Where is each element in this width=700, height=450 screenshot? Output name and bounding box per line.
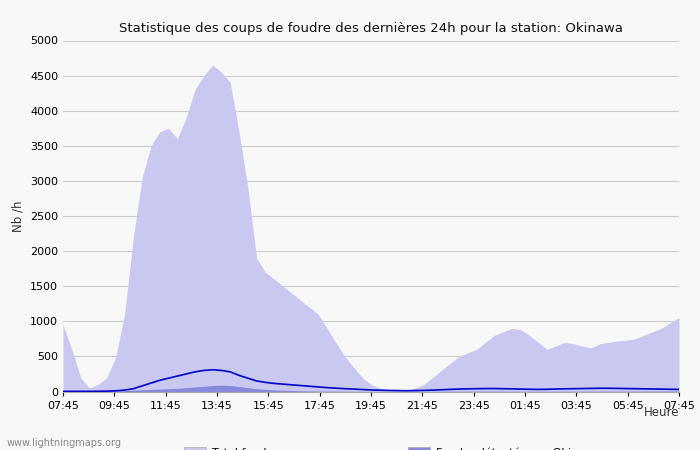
Title: Statistique des coups de foudre des dernières 24h pour la station: Okinawa: Statistique des coups de foudre des dern…	[119, 22, 623, 35]
Legend: Total foudre, Moyenne de toutes les stations, Foudre détectée par Okinawa: Total foudre, Moyenne de toutes les stat…	[179, 443, 606, 450]
Text: Heure: Heure	[643, 406, 679, 419]
Y-axis label: Nb /h: Nb /h	[11, 200, 25, 232]
Text: www.lightningmaps.org: www.lightningmaps.org	[7, 438, 122, 448]
